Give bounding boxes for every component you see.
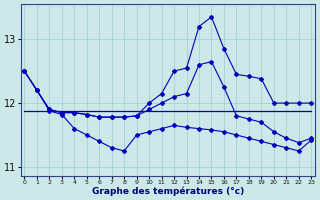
X-axis label: Graphe des températures (°c): Graphe des températures (°c)	[92, 186, 244, 196]
